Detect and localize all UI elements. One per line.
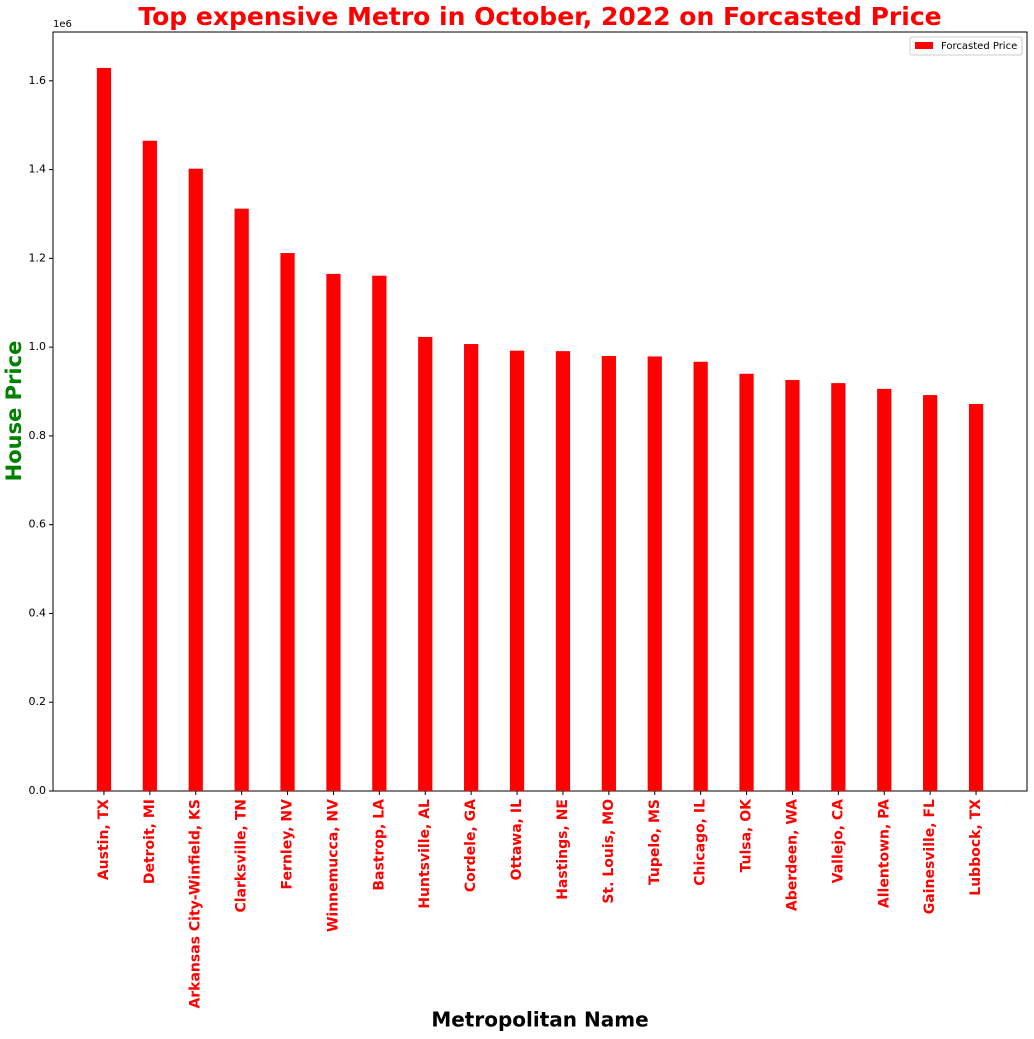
- x-tick-label: Vallejo, CA: [830, 799, 846, 883]
- chart-title: Top expensive Metro in October, 2022 on …: [138, 2, 941, 31]
- y-tick-label: 0.4: [29, 606, 47, 619]
- x-tick-label: Clarksville, TN: [234, 799, 250, 913]
- bar: [280, 253, 295, 791]
- x-tick-label: Winnemucca, NV: [325, 799, 341, 932]
- bar: [326, 273, 341, 791]
- bar: [96, 67, 112, 791]
- y-tick-label: 1.4: [29, 163, 47, 176]
- bar: [693, 361, 708, 791]
- y-offset-label: 1e6: [53, 19, 72, 30]
- legend-label: Forcasted Price: [941, 41, 1017, 52]
- chart-subtitle: Top expensive Metro in October, 2022 on …: [28, 1035, 1034, 1039]
- x-tick-label: Arkansas City-Winfield, KS: [188, 799, 204, 1009]
- x-tick-label: Detroit, MI: [142, 799, 158, 884]
- x-tick-label: Tulsa, OK: [739, 798, 755, 873]
- bar: [739, 373, 754, 791]
- x-tick-label: Bastrop, LA: [371, 799, 387, 891]
- x-axis-label: Metropolitan Name: [431, 1008, 648, 1032]
- x-tick-label: Allentown, PA: [876, 799, 892, 908]
- plot-frame: [52, 31, 1028, 792]
- bar: [509, 350, 525, 791]
- y-tick-label: 0.8: [29, 429, 47, 442]
- bar: [372, 275, 387, 791]
- y-tick-label: 1.2: [29, 251, 47, 264]
- bar: [188, 168, 203, 792]
- x-tick-label: Gainesville, FL: [922, 799, 938, 914]
- x-tick-label: Austin, TX: [96, 799, 112, 880]
- bar: [647, 356, 662, 791]
- y-tick-label: 0.2: [29, 695, 47, 708]
- x-tick-label: Ottawa, IL: [509, 799, 525, 881]
- bar: [464, 344, 479, 791]
- bar: [234, 208, 249, 792]
- x-tick-label: St. Louis, MO: [601, 799, 617, 904]
- bar: [968, 403, 984, 791]
- x-tick-label: Huntsville, AL: [417, 799, 433, 909]
- x-tick-label: Lubbock, TX: [968, 799, 984, 896]
- bar: [831, 383, 846, 791]
- x-tick-label: Fernley, NV: [280, 799, 296, 890]
- y-tick-label: 0.0: [29, 784, 47, 797]
- legend-swatch: [915, 42, 933, 49]
- bar: [555, 351, 571, 791]
- bar: [601, 356, 616, 791]
- bar: [923, 395, 938, 791]
- x-tick-label: Hastings, NE: [555, 799, 571, 900]
- y-tick-label: 0.6: [29, 518, 47, 531]
- x-tick-label: Chicago, IL: [693, 799, 709, 886]
- y-tick-label: 1.0: [29, 340, 47, 353]
- bar: [785, 379, 800, 791]
- bar: [418, 336, 433, 791]
- y-axis-label: House Price: [2, 341, 26, 482]
- x-tick-label: Tupelo, MS: [647, 799, 663, 885]
- y-tick-label: 1.6: [29, 74, 47, 87]
- legend-box: [909, 36, 1023, 56]
- bar: [877, 388, 892, 791]
- x-tick-label: Cordele, GA: [463, 799, 479, 892]
- bar: [142, 140, 157, 792]
- x-tick-label: Aberdeen, WA: [784, 799, 800, 911]
